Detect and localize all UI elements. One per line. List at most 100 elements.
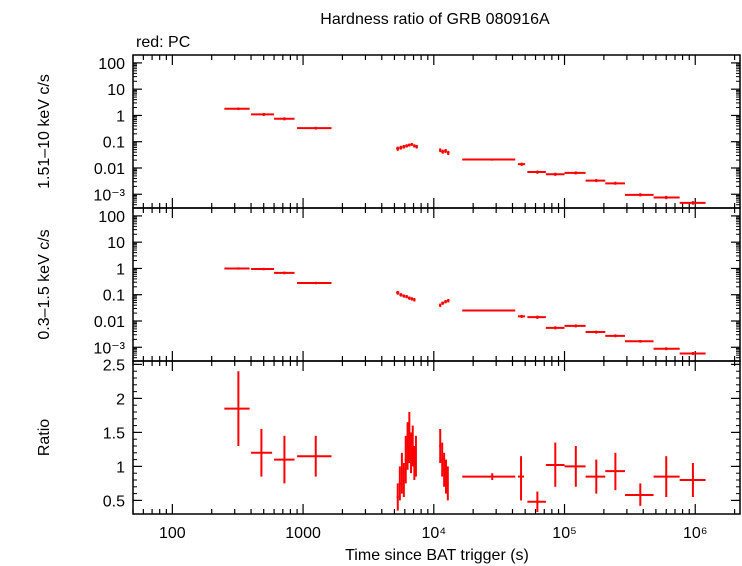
data-point: [396, 146, 400, 151]
data-point: [274, 117, 295, 121]
panel-soft-band: 100 10 1 0.1 0.01 10⁻³ 0.3–1.5 keV c/s: [36, 207, 741, 362]
data-point: [564, 324, 586, 328]
data-point: [585, 179, 606, 183]
data-point: [653, 347, 680, 351]
data-point: [408, 143, 411, 147]
data-point: [439, 148, 442, 153]
data-point: [396, 290, 400, 295]
x-tick-label: 100: [159, 525, 186, 542]
data-point: [274, 271, 295, 275]
data-point: [410, 297, 414, 301]
x-tick-label: 10⁶: [683, 525, 707, 542]
data-point: [411, 425, 414, 467]
y-tick-label: 10: [107, 235, 125, 252]
data-point: [624, 483, 654, 506]
data-point: [413, 298, 416, 302]
data-point: [446, 150, 450, 156]
panel-frame: [132, 360, 741, 515]
data-point: [446, 466, 449, 501]
data-point: [404, 435, 407, 484]
data-point: [527, 315, 546, 319]
x-tick-label: 1000: [285, 525, 321, 542]
y-tick-label: 0.01: [94, 314, 125, 331]
data-point: [402, 463, 405, 497]
data-point: [274, 435, 295, 484]
y-tick-label: 0.1: [103, 135, 125, 152]
y-tick-label: 10⁻³: [93, 340, 125, 357]
data-point: [251, 267, 275, 271]
chart-title: Hardness ratio of GRB 080916A: [320, 11, 550, 28]
data-point: [410, 142, 414, 146]
x-tick-label: 10⁴: [421, 525, 446, 542]
data-point: [679, 201, 706, 205]
data-point: [624, 339, 654, 343]
panel-ratio: 2.5 2 1.5 1 0.5 Ratio: [36, 357, 741, 515]
data-point: [527, 170, 546, 174]
data-point: [413, 446, 416, 480]
y-tick-label: 10: [107, 82, 125, 99]
data-point: [585, 459, 606, 494]
data-point: [399, 293, 403, 297]
y-tick-label: 100: [98, 209, 125, 226]
data-point: [444, 148, 447, 154]
y-tick-label: 1: [116, 459, 125, 476]
data-point: [414, 435, 417, 477]
y-axis-label: 1.51–10 keV c/s: [36, 74, 53, 189]
y-axis-label: Ratio: [36, 419, 53, 456]
data-point: [444, 299, 447, 304]
data-point: [406, 422, 409, 470]
data-point: [445, 459, 448, 494]
data-point: [517, 314, 526, 318]
y-tick-label: 1: [116, 108, 125, 125]
data-point: [564, 171, 586, 175]
data-point: [415, 145, 418, 149]
data-point: [545, 172, 565, 176]
data-point: [441, 301, 445, 305]
data-point: [462, 309, 516, 312]
x-tick-label: 10⁵: [552, 525, 576, 542]
data-point: [441, 149, 445, 154]
y-tick-label: 2: [116, 391, 125, 408]
data-point: [545, 442, 565, 487]
data-point: [408, 412, 411, 463]
panel-frame: [132, 207, 741, 362]
data-point: [402, 294, 406, 298]
y-tick-label: 100: [98, 56, 125, 73]
data-point: [443, 452, 446, 487]
panel-hard-band: 100 10 1 0.1 0.01 10⁻³ 1.51–10 keV c/s: [36, 54, 741, 209]
data-point: [408, 296, 411, 300]
data-point: [251, 429, 273, 477]
data-point: [462, 158, 516, 161]
data-point: [413, 144, 416, 148]
data-point: [605, 181, 625, 185]
y-tick-label: 1.5: [103, 425, 125, 442]
data-point: [251, 112, 275, 117]
data-point: [405, 295, 409, 299]
data-point: [564, 446, 586, 487]
data-point: [396, 483, 399, 511]
data-point: [462, 473, 516, 480]
data-point: [400, 452, 403, 494]
y-tick-label: 2.5: [103, 357, 125, 374]
x-axis-label: Time since BAT trigger (s): [345, 547, 529, 564]
data-point: [653, 456, 680, 497]
data-point: [624, 193, 654, 197]
y-tick-label: 10⁻³: [93, 187, 125, 204]
data-point: [446, 298, 450, 303]
panel-frame: [132, 54, 741, 209]
y-tick-label: 0.1: [103, 288, 125, 305]
data-point: [527, 491, 546, 512]
y-tick-label: 0.5: [103, 493, 125, 510]
data-point: [297, 126, 332, 130]
data-point: [297, 435, 332, 477]
data-point: [297, 281, 332, 285]
y-tick-label: 1: [116, 261, 125, 278]
data-point: [405, 144, 409, 148]
data-point: [410, 432, 413, 474]
y-axis-label: 0.3–1.5 keV c/s: [36, 229, 53, 339]
data-point: [224, 107, 250, 111]
data-point: [398, 466, 401, 501]
data-point: [653, 195, 680, 200]
data-point: [439, 429, 442, 463]
